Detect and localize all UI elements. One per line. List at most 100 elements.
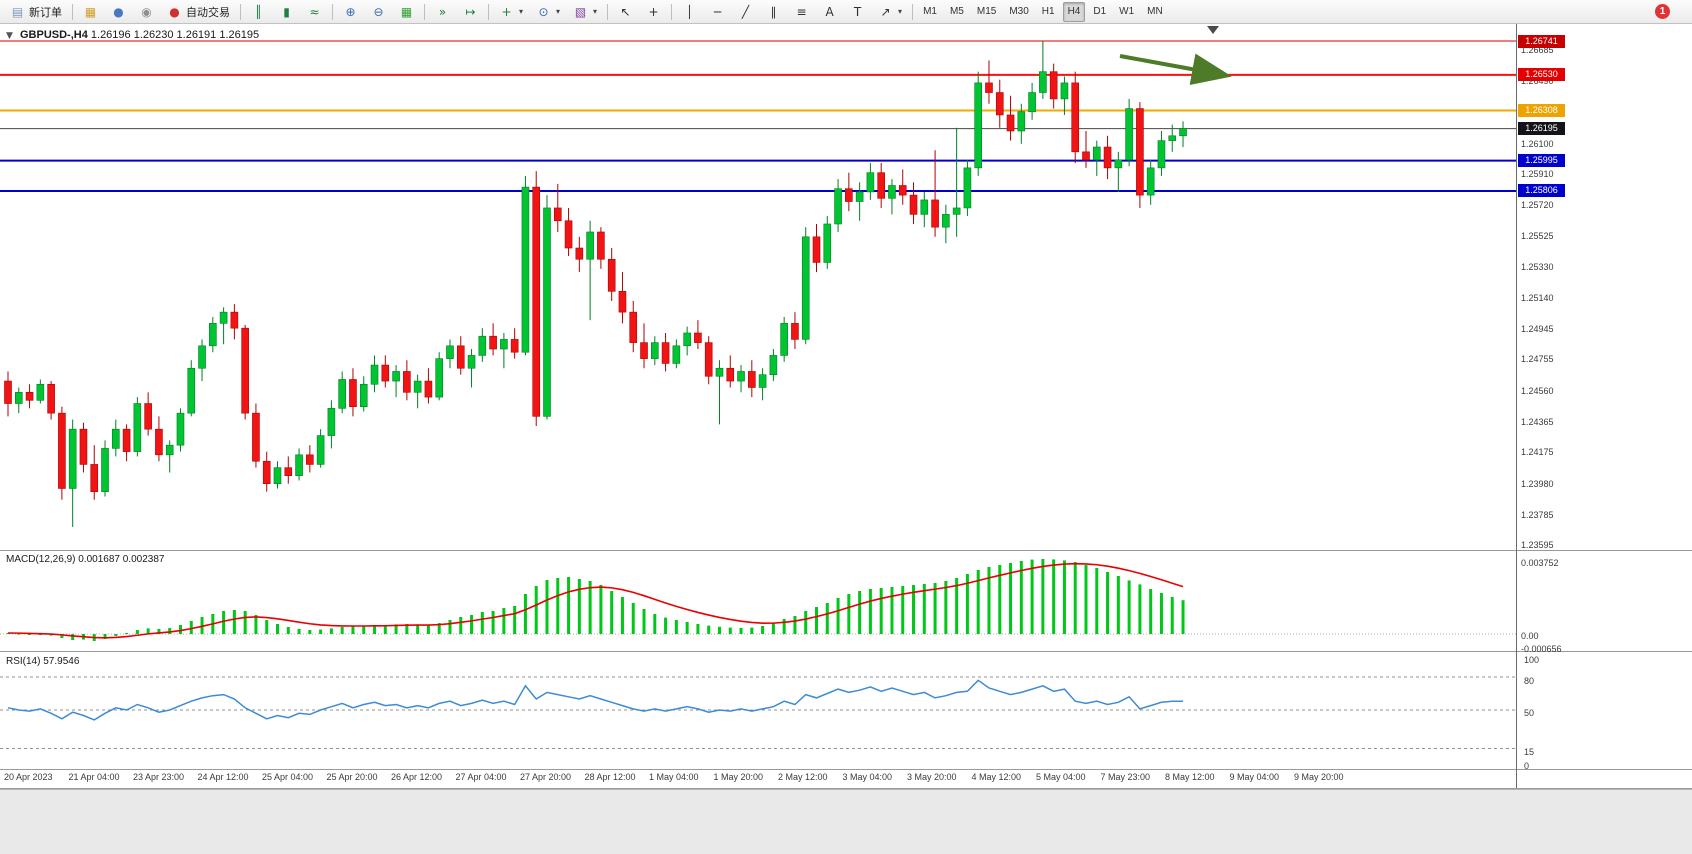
price-tick-label: 1.24945	[1521, 323, 1554, 334]
charts-layout-button[interactable]: ▦	[77, 1, 104, 23]
rsi-indicator-label: RSI(14) 57.9546	[6, 656, 80, 667]
price-level-tag: 1.25806	[1518, 184, 1565, 198]
rsi-axis-label: 15	[1524, 747, 1535, 757]
label-button[interactable]: T	[844, 1, 871, 23]
timeframe-button-m30[interactable]: M30	[1009, 6, 1029, 17]
time-axis-label: 26 Apr 12:00	[391, 772, 443, 782]
time-axis-label: 2 May 12:00	[778, 772, 828, 782]
macd-axis-label: 0.00	[1521, 631, 1539, 641]
time-axis-label: 27 Apr 20:00	[520, 772, 572, 782]
channel-button[interactable]: ∥	[760, 1, 787, 23]
periods-button[interactable]: ⊙ ▾	[530, 1, 566, 23]
time-axis-label: 3 May 20:00	[907, 772, 957, 782]
chart-collapse-icon[interactable]: ▼	[6, 31, 13, 41]
time-axis-label: 25 Apr 20:00	[326, 772, 378, 782]
price-level-tag: 1.26195	[1518, 122, 1565, 136]
periods-dropdown-arrow-icon: ▾	[556, 7, 561, 16]
price-tick-label: 1.23785	[1521, 509, 1554, 520]
fibonacci-button[interactable]: ≡	[788, 1, 815, 23]
cursor-button[interactable]: ↖	[612, 1, 639, 23]
timeframe-button-h4[interactable]: H4	[1062, 1, 1086, 22]
bar-chart-icon: ║	[254, 4, 263, 19]
rsi-axis-label: 0	[1524, 761, 1530, 771]
time-axis-label: 27 Apr 04:00	[455, 772, 507, 782]
zoom-out-button[interactable]: ⊖	[365, 1, 392, 23]
line-chart-icon: ≈	[309, 4, 320, 19]
toolbar-separator	[424, 3, 425, 20]
periods-icon: ⊙	[538, 4, 549, 19]
templates-dropdown-arrow-icon: ▾	[593, 7, 598, 16]
timeframe-button-h1[interactable]: H1	[1041, 6, 1055, 17]
channel-icon: ∥	[770, 4, 777, 19]
arrows-button[interactable]: ↗ ▾	[872, 1, 908, 23]
price-tick-label: 1.24755	[1521, 354, 1554, 365]
price-tick-label: 1.25910	[1521, 169, 1554, 180]
vertical-line-button[interactable]: │	[676, 1, 703, 23]
price-level-tag: 1.26741	[1518, 34, 1565, 48]
toolbar-separator	[488, 3, 489, 20]
arrows-icon: ↗	[880, 4, 891, 19]
zoom-in-button[interactable]: ⊕	[337, 1, 364, 23]
main-chart-panel[interactable]	[0, 24, 1516, 551]
toolbar-separator	[240, 3, 241, 20]
new-order-button[interactable]: ▤ 新订单	[4, 1, 68, 23]
timeframe-button-m5[interactable]: M5	[949, 6, 964, 17]
rsi-axis-label: 80	[1524, 676, 1535, 686]
trendline-button[interactable]: ╱	[732, 1, 759, 23]
time-axis-label: 28 Apr 12:00	[584, 772, 636, 782]
support-button[interactable]: ◉	[133, 1, 160, 23]
price-tick-label: 1.23595	[1521, 540, 1554, 551]
time-axis-label: 24 Apr 12:00	[197, 772, 249, 782]
horizontal-line-icon: ─	[713, 4, 722, 19]
timeframe-button-m15[interactable]: M15	[976, 6, 997, 17]
zoom-in-icon: ⊕	[345, 4, 356, 19]
text-button[interactable]: A	[816, 1, 843, 23]
price-tick-label: 1.24365	[1521, 416, 1554, 427]
time-axis-label: 9 May 04:00	[1229, 772, 1280, 782]
crosshair-button[interactable]: +	[640, 1, 667, 23]
rsi-axis-label: 100	[1524, 655, 1540, 665]
rsi-panel[interactable]	[0, 652, 1516, 769]
toolbar: ▤ 新订单 ▦ ● ◉ ● 自动交易 ║ ▮ ≈ ⊕ ⊖ ▦» ↦ + ▾ ⊙ ▾ ▧ ▾ ↖ + │ ─ ╱ ∥ ≡ A T ↗ ▾ M1 M…	[0, 0, 1692, 24]
macd-panel[interactable]	[0, 551, 1516, 651]
chart-shift-button[interactable]: ↦	[457, 1, 484, 23]
toolbar-separator	[912, 3, 914, 20]
time-axis-label: 1 May 04:00	[649, 772, 699, 782]
charts-layout-icon: ▦	[84, 4, 97, 19]
line-chart-button[interactable]: ≈	[301, 1, 328, 23]
auto-trading-label: 自动交易	[186, 6, 230, 19]
templates-button[interactable]: ▧ ▾	[567, 1, 603, 23]
auto-scroll-icon: »	[438, 4, 447, 19]
ohlc-values: 1.26196 1.26230 1.26191 1.26195	[90, 29, 260, 41]
time-axis-label: 25 Apr 04:00	[262, 772, 314, 782]
timeframe-button-d1[interactable]: D1	[1093, 6, 1107, 17]
timeframe-button-mn[interactable]: MN	[1147, 6, 1163, 17]
crosshair-icon: +	[648, 4, 659, 19]
price-tick-label: 1.25330	[1521, 262, 1554, 273]
timeframe-button-w1[interactable]: W1	[1119, 6, 1135, 17]
time-axis-label: 20 Apr 2023	[4, 772, 53, 782]
auto-scroll-button[interactable]: »	[429, 1, 456, 23]
fibonacci-icon: ≡	[796, 4, 807, 19]
timeframe-button-m1[interactable]: M1	[923, 6, 937, 17]
price-tick-label: 1.25525	[1521, 230, 1554, 241]
horizontal-line-button[interactable]: ─	[704, 1, 731, 23]
indicators-button[interactable]: + ▾	[493, 1, 529, 23]
market-button[interactable]: ●	[105, 1, 132, 23]
rsi-axis-label: 50	[1524, 708, 1535, 718]
chart-shift-icon: ↦	[465, 4, 476, 19]
tile-windows-button[interactable]: ▦	[393, 1, 420, 23]
price-tick-label: 1.25720	[1521, 199, 1554, 210]
macd-indicator-label: MACD(12,26,9) 0.001687 0.002387	[6, 554, 165, 565]
trendline-icon: ╱	[741, 4, 750, 19]
auto-trading-button[interactable]: ● 自动交易	[161, 1, 236, 23]
window-bottom-area	[0, 789, 1692, 854]
tile-windows-icon: ▦	[400, 4, 413, 19]
arrows-dropdown-arrow-icon: ▾	[898, 7, 903, 16]
toolbar-separator	[332, 3, 333, 20]
time-axis-label: 23 Apr 23:00	[133, 772, 185, 782]
candle-chart-button[interactable]: ▮	[273, 1, 300, 23]
price-tick-label: 1.24560	[1521, 385, 1554, 396]
bar-chart-button[interactable]: ║	[245, 1, 272, 23]
notification-badge[interactable]: 1	[1655, 4, 1670, 19]
